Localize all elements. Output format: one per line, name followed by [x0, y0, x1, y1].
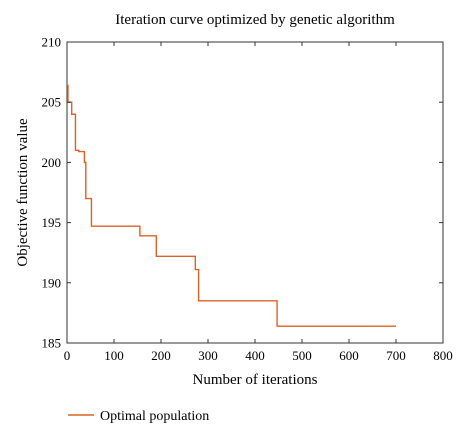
series-line-optimal-population [67, 84, 396, 327]
chart-title: Iteration curve optimized by genetic alg… [115, 12, 395, 28]
x-tick-label: 800 [433, 348, 453, 363]
y-tick-label: 185 [42, 336, 62, 351]
y-tick-label: 195 [42, 215, 62, 230]
plot-area [66, 41, 444, 344]
x-tick-label: 500 [292, 348, 312, 363]
x-tick-label: 100 [104, 348, 124, 363]
y-tick-label: 210 [42, 35, 62, 50]
x-tick-label: 0 [64, 348, 71, 363]
x-tick-label: 600 [339, 348, 359, 363]
x-axis-ticks: 0 100 200 300 400 500 600 700 800 [64, 42, 453, 363]
plot-frame [66, 41, 444, 344]
y-axis-ticks: 185 190 195 200 205 210 [42, 35, 443, 351]
y-tick-label: 205 [42, 95, 62, 110]
x-tick-label: 700 [386, 348, 406, 363]
x-axis-label: Number of iterations [193, 372, 318, 388]
legend: Optimal population [68, 409, 209, 424]
y-axis-label: Objective function value [15, 118, 31, 267]
x-tick-label: 400 [245, 348, 265, 363]
y-tick-label: 190 [42, 275, 62, 290]
legend-label-optimal-population: Optimal population [100, 409, 209, 424]
y-tick-label: 200 [42, 155, 62, 170]
x-tick-label: 200 [151, 348, 171, 363]
x-tick-label: 300 [198, 348, 218, 363]
series-group [67, 84, 396, 327]
